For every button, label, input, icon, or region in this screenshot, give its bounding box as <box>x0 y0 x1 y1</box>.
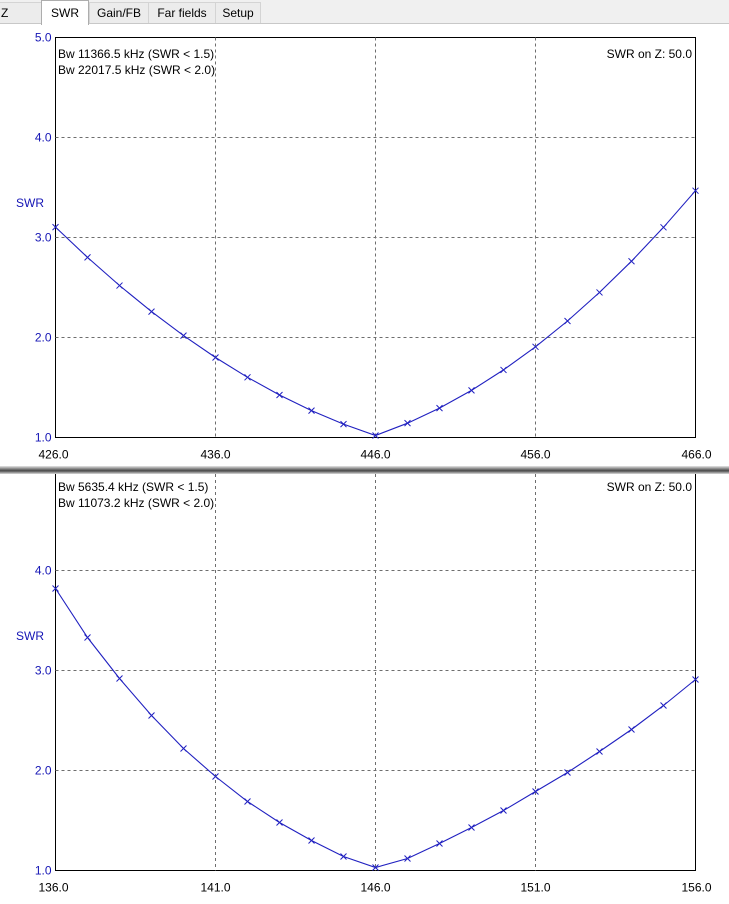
data-point-marker <box>116 282 123 289</box>
bandwidth-swr-2-0: Bw 11073.2 kHz (SWR < 2.0) <box>58 496 214 510</box>
data-point-marker <box>212 354 219 361</box>
y-tick-label: 5.0 <box>35 31 52 45</box>
data-point-marker <box>148 712 155 719</box>
data-point-marker <box>628 726 635 733</box>
y-tick-label: 3.0 <box>35 664 52 678</box>
data-point-marker <box>340 853 347 860</box>
data-point-marker <box>468 387 475 394</box>
data-point-marker <box>116 675 123 682</box>
bandwidth-swr-2-0: Bw 22017.5 kHz (SWR < 2.0) <box>58 63 215 77</box>
swr-chart-1: 426.0 436.0 446.0 456.0 466.0 1.0 2.0 3.0 4.0 5.0… <box>16 31 712 462</box>
y-axis-label: SWR <box>16 196 44 210</box>
tab-setup[interactable]: Setup <box>215 2 261 23</box>
tab-gain-fb[interactable]: Gain/FB <box>89 2 149 23</box>
data-point-marker <box>564 317 571 325</box>
data-point-marker <box>596 289 603 296</box>
data-point-marker <box>308 407 315 414</box>
y-tick-label: 4.0 <box>35 131 52 145</box>
data-point-marker <box>596 748 603 755</box>
data-point-marker <box>372 864 379 871</box>
data-point-marker <box>340 420 347 428</box>
x-tick-label: 436.0 <box>200 448 230 462</box>
data-point-marker <box>500 366 507 374</box>
y-tick-label: 3.0 <box>35 231 52 245</box>
x-tick-label: 446.0 <box>360 448 390 462</box>
tab-z[interactable]: Z <box>0 2 42 23</box>
data-point-marker <box>308 837 315 844</box>
x-tick-label: 146.0 <box>360 881 390 895</box>
data-point-marker <box>468 824 475 831</box>
y-tick-label: 2.0 <box>35 331 52 345</box>
tab-far-fields[interactable]: Far fields <box>148 2 216 23</box>
data-point-marker <box>532 343 539 351</box>
x-tick-label: 426.0 <box>39 448 69 462</box>
data-point-marker <box>244 798 251 805</box>
x-tick-label: 141.0 <box>200 881 230 895</box>
data-point-marker <box>372 432 379 439</box>
data-point-marker <box>404 419 411 427</box>
data-point-marker <box>500 807 507 814</box>
data-point-marker <box>660 702 667 709</box>
x-tick-label: 466.0 <box>681 448 711 462</box>
data-point-marker <box>276 391 283 399</box>
data-point-marker <box>436 404 443 412</box>
swr-reference-impedance: SWR on Z: 50.0 <box>607 47 693 61</box>
y-tick-label: 1.0 <box>35 864 52 878</box>
data-point-marker <box>84 254 91 261</box>
data-point-marker <box>564 769 571 776</box>
data-point-marker <box>244 373 251 381</box>
data-point-marker <box>692 676 699 683</box>
y-tick-label: 4.0 <box>35 564 52 578</box>
swr-chart-panel-1: 426.0 436.0 446.0 456.0 466.0 1.0 2.0 3.0 4.0 5.0… <box>0 24 729 466</box>
data-point-marker <box>532 788 539 795</box>
data-point-marker <box>52 223 59 231</box>
y-axis-label: SWR <box>16 629 44 643</box>
x-tick-label: 156.0 <box>681 881 711 895</box>
bandwidth-swr-1-5: Bw 11366.5 kHz (SWR < 1.5) <box>58 47 214 61</box>
y-tick-label: 1.0 <box>35 431 52 445</box>
pane-splitter[interactable] <box>0 466 729 474</box>
bandwidth-swr-1-5: Bw 5635.4 kHz (SWR < 1.5) <box>58 480 208 494</box>
data-point-marker <box>692 187 699 195</box>
swr-chart-panel-2: 136.0 141.0 146.0 151.0 156.0 1.0 2.0 3.0 4.0 SW… <box>0 474 729 904</box>
data-point-marker <box>52 585 59 592</box>
swr-reference-impedance: SWR on Z: 50.0 <box>607 480 693 494</box>
tab-swr[interactable]: SWR <box>41 0 89 25</box>
data-point-marker <box>404 855 411 862</box>
data-point-marker <box>276 819 283 826</box>
x-tick-label: 136.0 <box>39 881 69 895</box>
data-point-marker <box>436 840 443 847</box>
data-point-marker <box>84 634 91 641</box>
tab-bar: Z SWR Gain/FB Far fields Setup <box>0 0 729 25</box>
data-point-marker <box>148 308 155 315</box>
data-point-marker <box>180 332 187 339</box>
x-tick-label: 151.0 <box>520 881 550 895</box>
x-tick-label: 456.0 <box>520 448 550 462</box>
y-tick-label: 2.0 <box>35 764 52 778</box>
data-point-marker <box>180 745 187 752</box>
swr-chart-2: 136.0 141.0 146.0 151.0 156.0 1.0 2.0 3.0 4.0 SW… <box>16 474 712 895</box>
data-point-marker <box>212 773 219 780</box>
data-point-marker <box>628 257 635 265</box>
data-point-marker <box>660 223 667 231</box>
